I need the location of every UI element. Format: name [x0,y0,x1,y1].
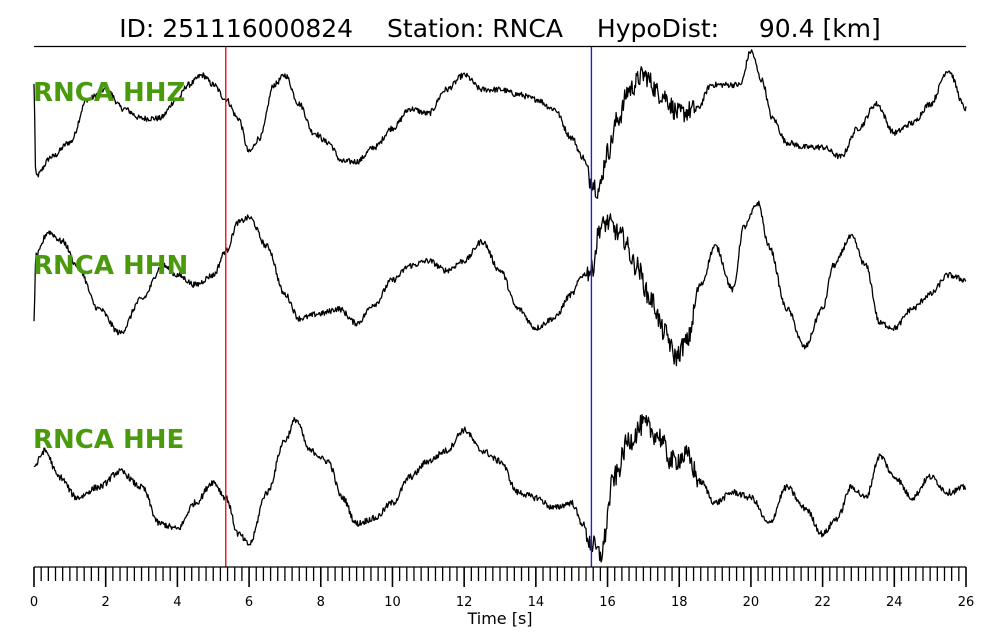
x-tick-label: 26 [958,595,975,610]
trace-line-rnca-hhn [33,200,967,367]
hypo-distance: HypoDist: 90.4 [km] [597,14,881,43]
x-tick-label: 2 [102,595,110,610]
x-tick-label: 24 [886,595,903,610]
time-axis: 0 2 4 6 8 10 12 14 16 18 20 22 24 26 [30,566,975,610]
x-axis-label: Time [s] [466,609,532,628]
trace-line-rnca-hhz [33,49,967,199]
x-tick-label: 16 [599,595,616,610]
x-tick-label: 10 [384,595,401,610]
x-tick-label: 14 [528,595,545,610]
x-tick-label: 0 [30,595,38,610]
event-id: ID: 251116000824 [119,14,353,43]
trace-label-hhz: RNCA HHZ [33,78,185,108]
x-tick-label: 18 [671,595,688,610]
x-tick-label: 8 [317,595,325,610]
x-tick-label: 12 [456,595,473,610]
station-name: Station: RNCA [387,14,563,43]
plot-title: ID: 251116000824 Station: RNCA HypoDist:… [119,14,881,43]
trace-label-hhn: RNCA HHN [33,251,188,281]
trace-line-rnca-hhe [33,413,967,563]
x-tick-label: 22 [814,595,831,610]
x-tick-label: 4 [173,595,181,610]
x-tick-label: 20 [743,595,760,610]
trace-label-hhe: RNCA HHE [33,425,184,455]
x-tick-label: 6 [245,595,253,610]
trace-group [33,49,967,563]
phase-markers [225,47,593,567]
